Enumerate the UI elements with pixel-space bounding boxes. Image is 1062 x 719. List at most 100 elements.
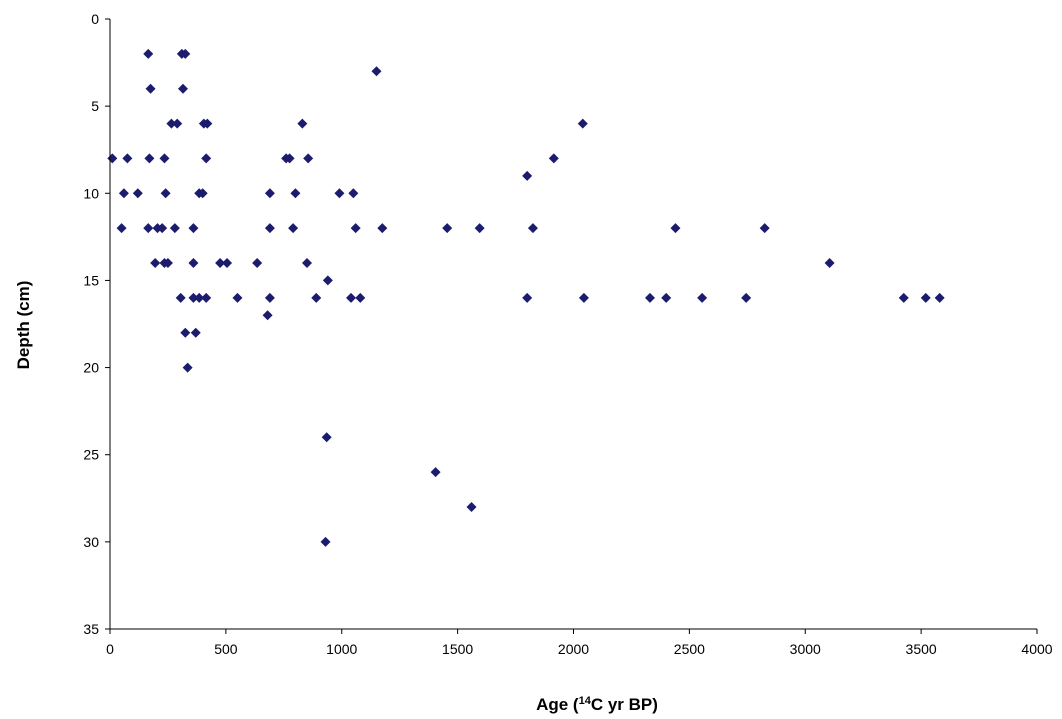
data-point: [430, 467, 441, 478]
data-point: [548, 153, 559, 164]
data-point: [172, 118, 183, 129]
data-point: [188, 223, 199, 234]
data-point: [116, 223, 127, 234]
data-point: [145, 83, 156, 94]
data-point: [322, 275, 333, 286]
data-point: [346, 292, 357, 303]
data-points: [107, 48, 945, 547]
x-tick-label: 3000: [790, 641, 821, 657]
data-point: [759, 223, 770, 234]
data-point: [348, 188, 359, 199]
data-point: [350, 223, 361, 234]
data-point: [355, 292, 366, 303]
data-point: [321, 432, 332, 443]
data-point: [920, 292, 931, 303]
data-point: [175, 292, 186, 303]
data-point: [188, 258, 199, 268]
data-point: [197, 188, 208, 199]
data-point: [143, 48, 154, 59]
data-point: [180, 327, 191, 338]
y-tick-label: 15: [83, 272, 99, 288]
data-point: [169, 223, 180, 234]
y-axis-ticks: 0 5 10 15 20 25 30 35: [83, 11, 110, 637]
data-point: [264, 188, 275, 199]
data-point: [180, 48, 191, 59]
data-point: [157, 223, 168, 234]
data-point: [474, 223, 485, 234]
data-point: [377, 223, 388, 234]
y-tick-label: 25: [83, 447, 99, 463]
x-tick-label: 4000: [1021, 641, 1052, 657]
data-point: [697, 292, 708, 303]
data-point: [311, 292, 322, 303]
data-point: [442, 223, 453, 234]
x-tick-label: 500: [214, 641, 238, 657]
data-point: [132, 188, 143, 199]
x-tick-label: 0: [106, 641, 114, 657]
data-point: [166, 118, 177, 129]
data-point: [320, 536, 331, 547]
data-point: [150, 258, 161, 268]
x-tick-label: 3500: [906, 641, 937, 657]
data-point: [232, 292, 243, 303]
data-point: [301, 258, 312, 268]
data-point: [201, 292, 212, 303]
data-point: [284, 153, 295, 164]
data-point: [741, 292, 752, 303]
data-point: [222, 258, 233, 268]
data-point: [288, 223, 299, 234]
y-tick-label: 30: [83, 534, 99, 550]
y-tick-label: 35: [83, 621, 99, 637]
data-point: [144, 153, 155, 164]
x-tick-label: 2500: [674, 641, 705, 657]
data-point: [522, 292, 533, 303]
data-point: [334, 188, 345, 199]
data-point: [264, 223, 275, 234]
data-point: [122, 153, 133, 164]
data-point: [262, 310, 273, 321]
data-point: [297, 118, 308, 129]
y-tick-label: 10: [83, 185, 99, 201]
data-point: [661, 292, 672, 303]
data-point: [162, 258, 173, 268]
data-point: [644, 292, 655, 303]
data-point: [159, 153, 170, 164]
axes: [109, 19, 1037, 630]
data-point: [107, 153, 118, 164]
data-point: [578, 292, 589, 303]
x-tick-label: 1500: [442, 641, 473, 657]
data-point: [898, 292, 909, 303]
data-point: [118, 188, 129, 199]
data-point: [303, 153, 314, 164]
data-point: [670, 223, 681, 234]
data-point: [190, 327, 201, 338]
data-point: [934, 292, 945, 303]
x-axis-title: Age (14C yr BP): [536, 695, 658, 714]
data-point: [160, 188, 171, 199]
data-point: [522, 170, 533, 181]
data-point: [201, 153, 212, 164]
data-point: [202, 118, 213, 129]
y-axis-title: Depth (cm): [14, 281, 33, 370]
data-point: [182, 362, 193, 373]
y-tick-label: 5: [91, 98, 99, 114]
data-point: [527, 223, 538, 234]
data-point: [466, 502, 477, 512]
data-point: [264, 292, 275, 303]
data-point: [371, 66, 382, 77]
data-point: [577, 118, 588, 129]
data-point: [215, 258, 226, 268]
data-point: [824, 258, 835, 268]
y-tick-label: 20: [83, 360, 99, 376]
data-point: [188, 292, 199, 303]
data-point: [194, 292, 205, 303]
data-point: [290, 188, 301, 199]
y-tick-label: 0: [91, 11, 99, 27]
data-point: [143, 223, 154, 234]
x-axis-ticks: 0 500 1000 1500 2000 2500 3000 3500 4000: [106, 629, 1053, 657]
x-tick-label: 2000: [558, 641, 589, 657]
x-tick-label: 1000: [326, 641, 357, 657]
data-point: [252, 258, 263, 268]
data-point: [178, 83, 189, 94]
